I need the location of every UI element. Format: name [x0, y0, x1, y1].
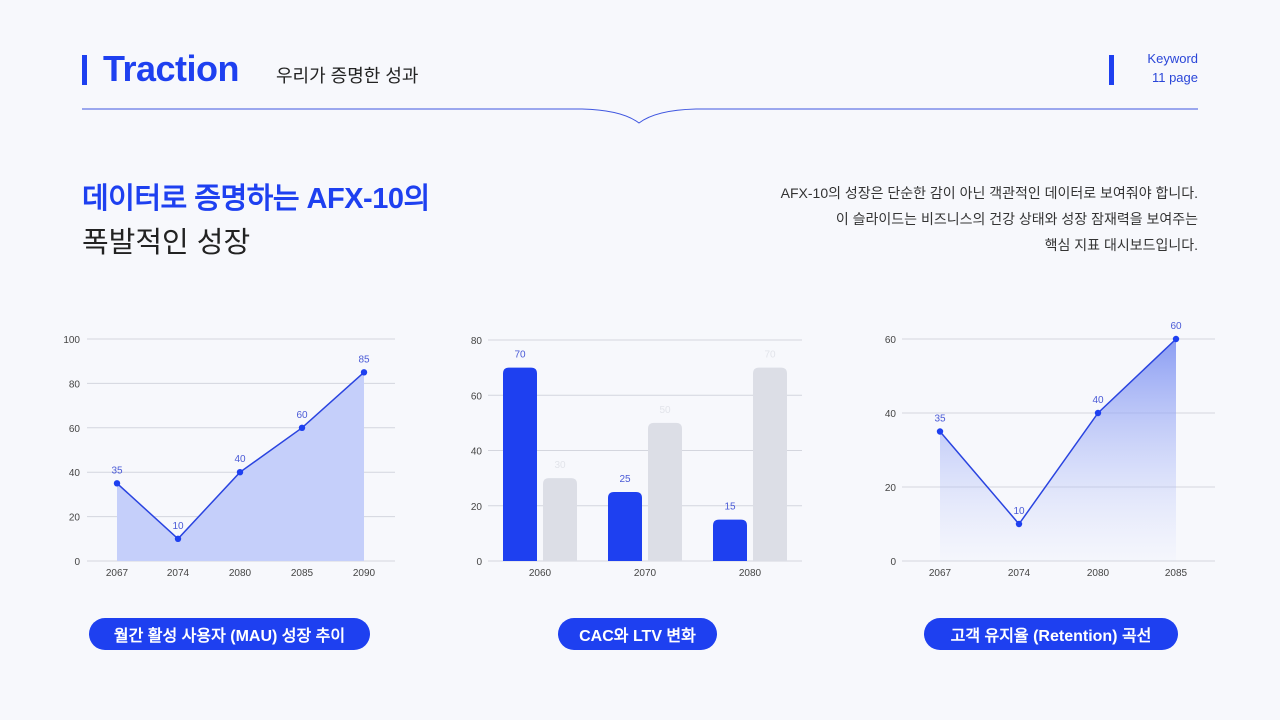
cac-ltv-chart-label: CAC와 LTV 변화: [558, 618, 717, 650]
x-tick-label: 2080: [1087, 568, 1110, 579]
y-tick-label: 0: [74, 557, 80, 568]
x-tick-label: 2085: [1165, 568, 1188, 579]
cac-bar: [503, 367, 537, 561]
y-tick-label: 20: [885, 483, 897, 494]
x-tick-label: 2067: [106, 568, 129, 579]
headline-primary: 데이터로 증명하는 AFX-10의: [82, 183, 430, 215]
data-label: 15: [724, 502, 736, 513]
retention-chart-label: 고객 유지율 (Retention) 곡선: [924, 618, 1178, 650]
data-label: 35: [934, 414, 946, 425]
y-tick-label: 40: [471, 447, 483, 458]
series-line: [939, 338, 1177, 526]
cac-bar: [713, 519, 747, 561]
mau-area-chart: 0 20 40 60 80 100 35 10 40 60 85 2067 2074 2080 2085 20…: [63, 335, 395, 579]
area-fill: [940, 339, 1176, 561]
page-number: 11 page: [1151, 70, 1198, 85]
data-point: [298, 424, 306, 431]
page-title: Traction: [103, 48, 240, 89]
data-label: 30: [554, 460, 566, 471]
data-label: 70: [514, 350, 526, 361]
data-label: 40: [1092, 395, 1104, 406]
data-label: 85: [358, 354, 370, 365]
y-tick-label: 60: [69, 424, 81, 435]
data-point: [360, 369, 368, 376]
data-label: 40: [234, 454, 246, 465]
y-tick-label: 60: [471, 391, 483, 402]
y-tick-label: 100: [63, 335, 80, 346]
cac-ltv-bar-chart: 0 20 40 60 80 70 30 2060 25 50 2070 15 70 2080: [471, 336, 802, 579]
x-tick-label: 2080: [739, 568, 762, 579]
data-point: [1094, 409, 1102, 417]
description: AFX-10의 성장은 단순한 감이 아닌 객관적인 데이터로 보여줘야 합니다…: [698, 180, 1198, 258]
x-tick-label: 2080: [229, 568, 252, 579]
y-tick-label: 60: [885, 335, 897, 346]
x-tick-label: 2060: [529, 568, 552, 579]
x-tick-label: 2085: [291, 568, 314, 579]
keyword-accent-bar: [1109, 55, 1114, 85]
y-tick-label: 80: [69, 379, 81, 390]
ltv-bar: [753, 367, 787, 561]
data-point: [236, 469, 244, 476]
data-point: [174, 535, 182, 542]
data-point: [936, 428, 944, 435]
retention-area-chart: 0 20 40 60 35 10 40 60 2067 2074 2080 2085: [885, 321, 1215, 579]
y-tick-label: 20: [69, 513, 81, 524]
y-tick-label: 0: [476, 557, 482, 568]
y-tick-label: 40: [69, 468, 81, 479]
description-line: 이 슬라이드는 비즈니스의 건강 상태와 성장 잠재력을 보여주는: [835, 211, 1198, 227]
data-point: [1172, 335, 1180, 343]
y-tick-label: 40: [885, 409, 897, 420]
data-label: 60: [1170, 321, 1182, 332]
title-accent-bar: [82, 55, 87, 85]
data-label: 10: [1013, 506, 1025, 517]
x-tick-label: 2090: [353, 568, 376, 579]
keyword-block: Keyword 11 page: [1147, 49, 1198, 87]
description-line: AFX-10의 성장은 단순한 감이 아닌 객관적인 데이터로 보여줘야 합니다…: [780, 185, 1198, 201]
data-point: [113, 480, 121, 487]
y-tick-label: 0: [890, 557, 896, 568]
ltv-bar: [543, 478, 577, 561]
y-tick-label: 20: [471, 502, 483, 513]
headline-secondary: 폭발적인 성장: [82, 227, 251, 259]
data-label: 25: [619, 474, 631, 485]
page-subtitle: 우리가 증명한 성과: [276, 66, 419, 86]
data-label: 60: [296, 410, 308, 421]
cac-bar: [608, 491, 642, 561]
ltv-bar: [648, 422, 682, 561]
mau-chart-label: 월간 활성 사용자 (MAU) 성장 추이: [89, 618, 370, 650]
keyword-label: Keyword: [1147, 51, 1198, 66]
data-label: 10: [172, 521, 184, 532]
data-point: [1015, 520, 1023, 528]
x-tick-label: 2074: [167, 568, 190, 579]
y-tick-label: 80: [471, 336, 483, 347]
header-divider: [82, 108, 1198, 124]
area-fill: [117, 372, 364, 561]
x-tick-label: 2074: [1008, 568, 1031, 579]
description-line: 핵심 지표 대시보드입니다.: [1044, 237, 1198, 253]
data-label: 35: [111, 465, 123, 476]
data-label: 50: [659, 405, 671, 416]
x-tick-label: 2067: [929, 568, 952, 579]
x-tick-label: 2070: [634, 568, 657, 579]
data-label: 70: [764, 350, 776, 361]
